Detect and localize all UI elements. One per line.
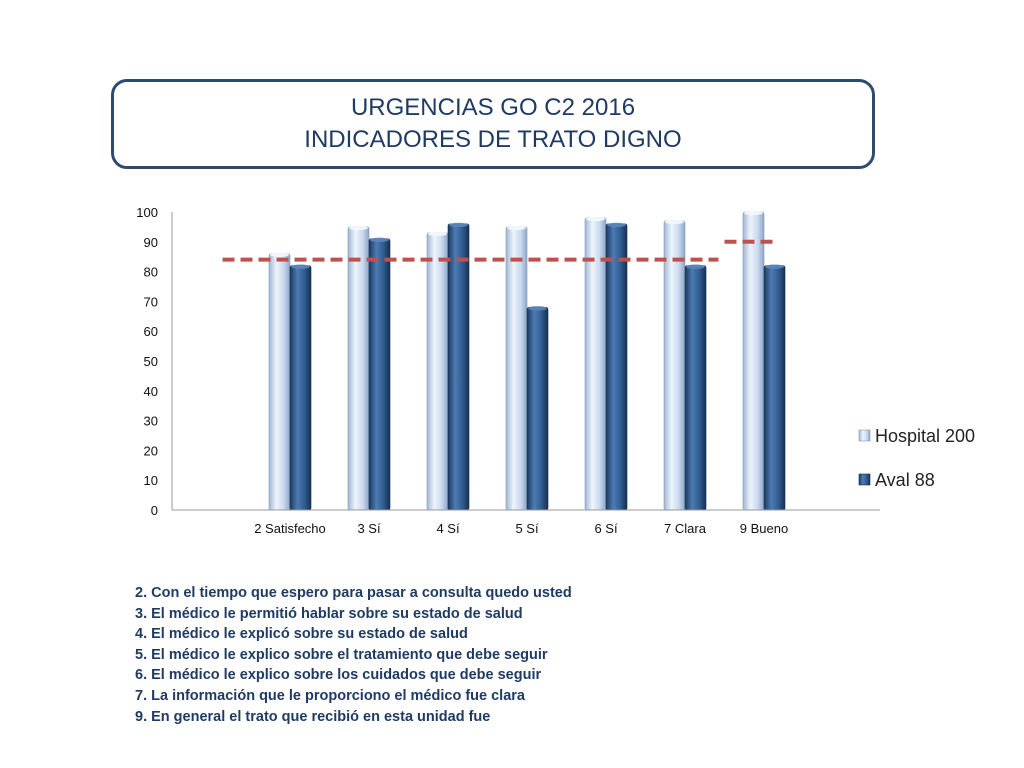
bar-cap	[665, 219, 684, 225]
note-item: 6. El médico le explico sobre los cuidad…	[135, 667, 542, 684]
bar-cap	[765, 264, 784, 269]
x-tick-label: 9 Bueno	[740, 521, 788, 536]
legend: Hospital 200 Aval 88	[858, 426, 975, 490]
x-tick-label: 6 Sí	[594, 521, 618, 536]
note-item: 7. La información que le proporciono el …	[135, 687, 525, 704]
y-tick-label: 30	[144, 414, 158, 429]
x-tick-label: 5 Sí	[515, 521, 539, 536]
note-item: 4. El médico le explicó sobre su estado …	[135, 626, 468, 643]
chart-title-line-1: URGENCIAS GO C2 2016	[350, 94, 636, 121]
bar-cap	[428, 231, 447, 237]
bar-hospital	[505, 226, 528, 511]
bars	[268, 210, 786, 511]
note-item: 2. Con el tiempo que espero para pasar a…	[135, 585, 572, 601]
legend-swatch	[858, 473, 871, 486]
bar-hospital	[584, 217, 607, 511]
y-tick-label: 70	[144, 294, 158, 309]
bar-aval	[605, 223, 628, 511]
note-item: 5. El médico le explico sobre el tratami…	[135, 646, 548, 663]
notes-list: 2. Con el tiempo que espero para pasar a…	[135, 583, 572, 727]
bar-cap	[586, 216, 605, 222]
bar-aval	[368, 238, 391, 511]
bar-cap	[349, 225, 368, 231]
y-tick-label: 20	[144, 443, 158, 458]
bar-aval	[289, 265, 312, 511]
bar-cap	[528, 306, 547, 311]
note-item: 9. En general el trato que recibió en es…	[135, 708, 491, 725]
legend-label: Aval 88	[875, 470, 935, 490]
bar-cap	[607, 222, 626, 228]
bar-cap	[291, 264, 310, 269]
y-tick-label: 100	[136, 205, 158, 220]
y-tick-label: 0	[151, 503, 158, 518]
bar-hospital	[347, 226, 370, 511]
reference-lines	[222, 239, 776, 262]
bar-cap	[744, 210, 763, 216]
legend-label: Hospital 200	[875, 426, 975, 446]
x-axis: 2 Satisfecho 3 Sí 4 Sí 5 Sí 6 Sí 7 Clara 9 Bue…	[172, 509, 880, 536]
chart-title-line-2: INDICADORES DE TRATO DIGNO	[304, 126, 682, 153]
bar-hospital	[426, 232, 449, 511]
title-box: URGENCIAS GO C2 2016 INDICADORES DE TRAT…	[111, 79, 875, 169]
legend-swatch	[858, 429, 871, 442]
y-tick-label: 60	[144, 324, 158, 339]
y-axis: 0 10 20 30 40 50 60 70 80 90 100	[136, 205, 173, 518]
x-tick-label: 4 Sí	[436, 521, 460, 536]
bar-chart: 0 10 20 30 40 50 60 70 80 90 100 2 Satisfecho 3 Sí 4…	[136, 205, 975, 536]
x-tick-label: 7 Clara	[664, 521, 707, 536]
y-tick-label: 50	[144, 354, 158, 369]
bar-cap	[270, 252, 289, 257]
bar-cap	[370, 237, 389, 243]
x-tick-label: 2 Satisfecho	[254, 521, 326, 536]
x-tick-label: 3 Sí	[357, 521, 381, 536]
bar-aval	[763, 265, 786, 511]
bar-aval	[447, 223, 470, 511]
y-tick-label: 40	[144, 384, 158, 399]
bar-cap	[507, 225, 526, 231]
bar-aval	[684, 265, 707, 511]
y-tick-label: 10	[144, 473, 158, 488]
bar-hospital	[742, 211, 765, 511]
note-item: 3. El médico le permitió hablar sobre su…	[135, 605, 523, 622]
bar-cap	[449, 222, 468, 228]
y-tick-label: 80	[144, 265, 158, 280]
bar-aval	[526, 307, 549, 511]
bar-cap	[686, 264, 705, 269]
bar-hospital	[268, 253, 291, 511]
y-tick-label: 90	[144, 235, 158, 250]
bar-hospital	[663, 220, 686, 511]
